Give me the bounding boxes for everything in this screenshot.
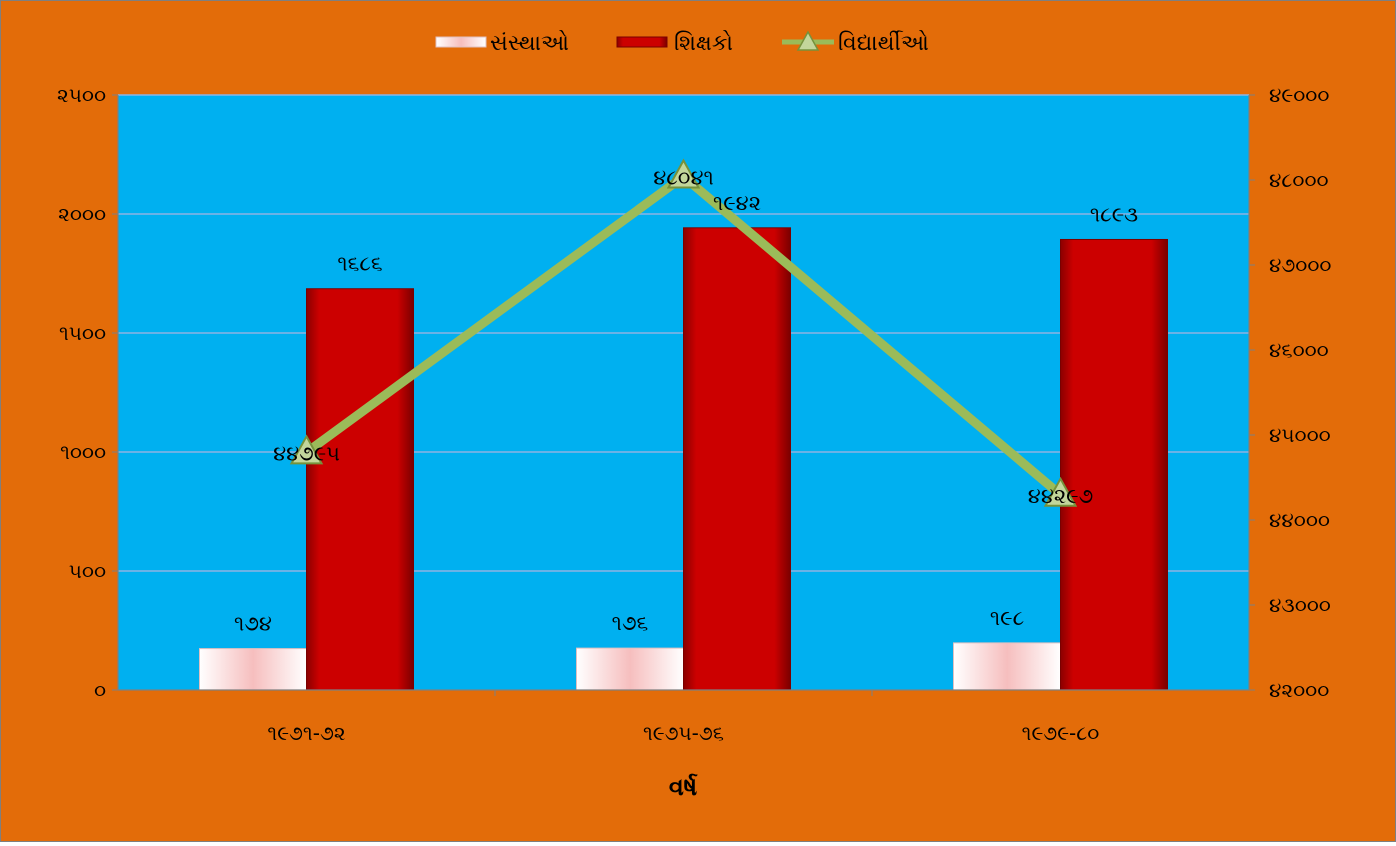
- line-data-label: ૪૪૨૯૭: [1028, 484, 1093, 508]
- x-tick-label: ૧૯૭૧-૭૨: [267, 721, 345, 745]
- data-label: ૧૮૯૩: [1090, 202, 1138, 226]
- y-tick-label: ૧૫૦૦: [59, 321, 106, 345]
- line-data-label: ૪૮૦૪૧: [653, 166, 714, 190]
- data-label: ૧૭૪: [234, 612, 272, 636]
- line-series: [289, 158, 1078, 507]
- y-tick-label: ૧૦૦૦: [60, 440, 106, 464]
- bar-1-2: [1060, 238, 1168, 691]
- legend-swatch-marker: [796, 30, 820, 51]
- y2-tick-label: ૪૮૦૦૦: [1269, 168, 1329, 192]
- line-marker: [1043, 476, 1078, 507]
- legend-label-1: શિક્ષકો: [674, 30, 733, 56]
- y2-tick-label: ૪૯૦૦૦: [1269, 83, 1329, 107]
- x-tick-label: ૧૯૭૯-૮૦: [1022, 721, 1100, 745]
- bar-1-1: [683, 227, 791, 691]
- y-tick-label: ૨૦૦૦: [58, 202, 106, 226]
- bars: [199, 227, 1168, 691]
- y2-tick-label: ૪૬૦૦૦: [1269, 338, 1329, 362]
- y2-tick-label: ૪૩૦૦૦: [1269, 593, 1331, 617]
- legend-label-0: સંસ્થાઓ: [490, 30, 569, 56]
- data-label: ૧૭૬: [612, 611, 649, 635]
- y2-tick-label: ૪૫૦૦૦: [1269, 423, 1331, 447]
- y-tick-label: ૫૦૦: [69, 559, 106, 583]
- data-label: ૧૯૪૨: [713, 191, 761, 215]
- legend: સંસ્થાઓ શિક્ષકો વિદ્યાર્થીઓ: [435, 30, 929, 56]
- line-marker: [289, 434, 324, 465]
- y2-tick-label: ૪૭૦૦૦: [1269, 253, 1331, 277]
- y-tick-label: ૦: [94, 678, 106, 702]
- bar-0-0: [199, 648, 307, 691]
- y-tick-label: ૨૫૦૦: [57, 83, 106, 107]
- bar-0-2: [953, 642, 1061, 691]
- bar-1-0: [306, 288, 414, 691]
- legend-swatch-0: [435, 36, 487, 48]
- data-labels: ૧૭૪ ૧૭૬ ૧૯૮ ૧૬૮૬ ૧૯૪૨ ૧૮૯૩ ૪૪૭૯૫ ૪૮૦૪૧ ૪૪૨૯૭: [234, 166, 1138, 636]
- line-marker: [666, 158, 701, 189]
- data-label: ૧૯૮: [990, 606, 1024, 630]
- x-axis-title: વર્ષ: [669, 773, 698, 801]
- line-data-label: ૪૪૭૯૫: [273, 441, 340, 465]
- axes: ૦ ૫૦૦ ૧૦૦૦ ૧૫૦૦ ૨૦૦૦ ૨૫૦૦ ૪૨૦૦૦ ૪૩૦૦૦ ૪૪૦૦૦ ૪૫૦૦૦…: [57, 83, 1331, 745]
- legend-label-2: વિદ્યાર્થીઓ: [838, 30, 929, 56]
- x-tick-label: ૧૯૭૫-૭૬: [643, 721, 724, 745]
- bar-0-1: [576, 647, 684, 691]
- y2-tick-label: ૪૪૦૦૦: [1269, 508, 1330, 532]
- legend-swatch-1: [616, 36, 668, 48]
- data-label: ૧૬૮૬: [337, 252, 382, 276]
- y2-tick-label: ૪૨૦૦૦: [1269, 678, 1329, 702]
